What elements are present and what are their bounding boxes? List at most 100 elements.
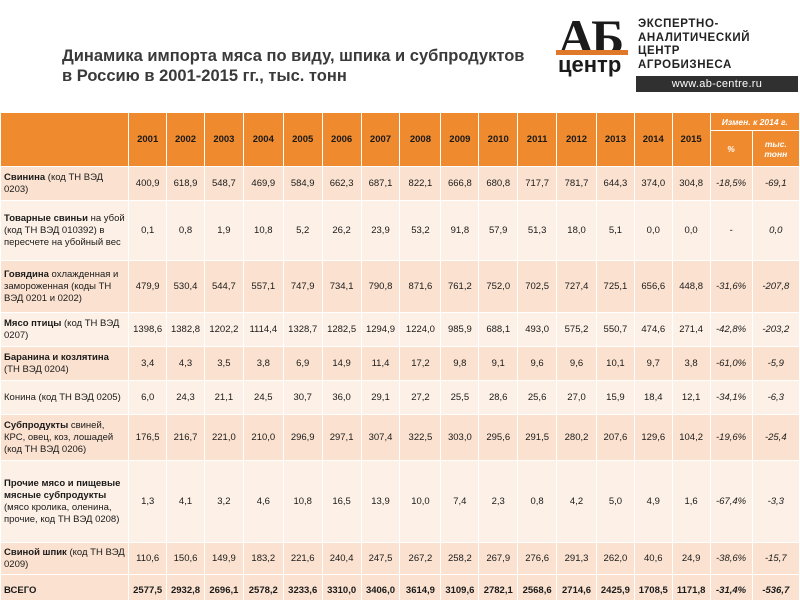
value-cell: 3,2 bbox=[203, 460, 244, 543]
value-cell: 247,5 bbox=[360, 542, 401, 575]
total-value-cell: 2577,5 bbox=[128, 574, 168, 600]
value-cell: 53,2 bbox=[399, 200, 442, 261]
value-cell: 24,9 bbox=[671, 542, 711, 575]
change-pct-cell: -61,0% bbox=[709, 346, 753, 381]
value-cell: 10,1 bbox=[596, 346, 635, 381]
change-abs-cell: -5,9 bbox=[751, 346, 800, 381]
year-header: 2012 bbox=[556, 112, 597, 167]
change-pct-cell: -18,5% bbox=[709, 166, 753, 201]
logo-line: ЭКСПЕРТНО- bbox=[638, 18, 719, 30]
total-value-cell: 3233,6 bbox=[282, 574, 323, 600]
value-cell: 2,3 bbox=[478, 460, 519, 543]
value-cell: 644,3 bbox=[596, 166, 635, 201]
value-cell: 57,9 bbox=[478, 200, 519, 261]
value-cell: 479,9 bbox=[128, 260, 168, 313]
row-label: Говядина охлажденная и замороженная (код… bbox=[0, 260, 130, 313]
change-pct-header: % bbox=[709, 130, 753, 167]
total-value-cell: 3406,0 bbox=[360, 574, 401, 600]
value-cell: 0,8 bbox=[517, 460, 558, 543]
value-cell: 23,9 bbox=[360, 200, 401, 261]
value-cell: 296,9 bbox=[282, 414, 323, 461]
year-header: 2001 bbox=[128, 112, 168, 167]
value-cell: 725,1 bbox=[596, 260, 635, 313]
value-cell: 1398,6 bbox=[128, 312, 168, 347]
total-value-cell: 2425,9 bbox=[596, 574, 635, 600]
change-abs-cell: -6,3 bbox=[751, 380, 800, 415]
value-cell: 9,6 bbox=[517, 346, 558, 381]
value-cell: 221,6 bbox=[282, 542, 323, 575]
change-pct-cell: -34,1% bbox=[709, 380, 753, 415]
total-value-cell: 2714,6 bbox=[556, 574, 597, 600]
change-header: Измен. к 2014 г. bbox=[709, 112, 800, 131]
value-cell: 584,9 bbox=[282, 166, 323, 201]
row-label-rest: (код ТН ВЭД 0209) bbox=[4, 546, 125, 570]
value-cell: 207,6 bbox=[596, 414, 635, 461]
table-row: Конина (код ТН ВЭД 0205) 6,0 24,3 21,1 24,5 3… bbox=[0, 380, 800, 415]
value-cell: 871,6 bbox=[399, 260, 442, 313]
value-cell: 548,7 bbox=[203, 166, 244, 201]
value-cell: 176,5 bbox=[128, 414, 168, 461]
value-cell: 4,6 bbox=[242, 460, 284, 543]
year-header: 2011 bbox=[517, 112, 558, 167]
row-label-bold: Свинина bbox=[4, 171, 46, 183]
value-cell: 374,0 bbox=[633, 166, 673, 201]
value-cell: 530,4 bbox=[166, 260, 205, 313]
value-cell: 304,8 bbox=[671, 166, 711, 201]
row-label: Товарные свиньи на убой (код ТН ВЭД 0103… bbox=[0, 200, 130, 261]
table-body: Свинина (код ТН ВЭД 0203) 400,9 618,9 548,7… bbox=[0, 166, 800, 600]
total-value-cell: 3310,0 bbox=[321, 574, 362, 600]
value-cell: 18,0 bbox=[556, 200, 597, 261]
row-label-rest: (код ТН ВЭД 0203) bbox=[4, 171, 104, 195]
table-row: Прочие мясо и пищевые мясные субпродукты… bbox=[0, 460, 800, 543]
value-cell: 240,4 bbox=[321, 542, 362, 575]
value-cell: 307,4 bbox=[360, 414, 401, 461]
value-cell: 493,0 bbox=[517, 312, 558, 347]
change-abs-cell: -25,4 bbox=[751, 414, 800, 461]
row-label-bold: Говядина bbox=[4, 268, 49, 280]
page-title: Динамика импорта мяса по виду, шпика и с… bbox=[62, 47, 525, 85]
change-pct-cell: -67,4% bbox=[709, 460, 753, 543]
value-cell: 110,6 bbox=[128, 542, 168, 575]
value-cell: 0,1 bbox=[128, 200, 168, 261]
row-label-bold: Свиной шпик bbox=[4, 546, 67, 558]
value-cell: 10,8 bbox=[242, 200, 284, 261]
year-header: 2008 bbox=[399, 112, 442, 167]
logo-line: АГРОБИЗНЕСА bbox=[638, 58, 732, 71]
value-cell: 10,0 bbox=[399, 460, 442, 543]
value-cell: 717,7 bbox=[517, 166, 558, 201]
logo-text: ЭКСПЕРТНО- АНАЛИТИЧЕСКИЙ ЦЕНТР АГРОБИЗНЕ… bbox=[638, 18, 750, 72]
value-cell: 469,9 bbox=[242, 166, 284, 201]
year-header: 2015 bbox=[671, 112, 711, 167]
row-label: Мясо птицы (код ТН ВЭД 0207) bbox=[0, 312, 130, 347]
value-cell: 3,8 bbox=[671, 346, 711, 381]
value-cell: 4,2 bbox=[556, 460, 597, 543]
change-abs-cell: -203,2 bbox=[751, 312, 800, 347]
total-value-cell: 2932,8 bbox=[166, 574, 205, 600]
value-cell: 262,0 bbox=[596, 542, 635, 575]
value-cell: 4,1 bbox=[166, 460, 205, 543]
value-cell: 15,9 bbox=[596, 380, 635, 415]
value-cell: 4,9 bbox=[633, 460, 673, 543]
total-row: ВСЕГО 2577,5 2932,8 2696,1 2578,2 3233,6 3310,… bbox=[0, 574, 800, 600]
change-pct-cell: -19,6% bbox=[709, 414, 753, 461]
table-row: Субпродукты свиней, КРС, овец, коз, лоша… bbox=[0, 414, 800, 461]
table-row: Мясо птицы (код ТН ВЭД 0207) 1398,6 1382,8… bbox=[0, 312, 800, 347]
total-value-cell: 2568,6 bbox=[517, 574, 558, 600]
logo-orange-bar bbox=[556, 50, 628, 55]
value-cell: 702,5 bbox=[517, 260, 558, 313]
year-header: 2005 bbox=[282, 112, 323, 167]
value-cell: 303,0 bbox=[440, 414, 480, 461]
change-abs-header: тыс. тонн bbox=[751, 130, 800, 167]
value-cell: 1282,5 bbox=[321, 312, 362, 347]
logo-line: АНАЛИТИЧЕСКИЙ bbox=[638, 31, 751, 44]
row-label: Субпродукты свиней, КРС, овец, коз, лоша… bbox=[0, 414, 130, 461]
value-cell: 267,9 bbox=[478, 542, 519, 575]
value-cell: 747,9 bbox=[282, 260, 323, 313]
value-cell: 91,8 bbox=[440, 200, 480, 261]
value-cell: 3,8 bbox=[242, 346, 284, 381]
year-header: 2002 bbox=[166, 112, 205, 167]
value-cell: 0,0 bbox=[633, 200, 673, 261]
value-cell: 727,4 bbox=[556, 260, 597, 313]
row-label-rest: (мясо кролика, оленина, прочие, код ТН В… bbox=[4, 501, 120, 525]
value-cell: 18,4 bbox=[633, 380, 673, 415]
